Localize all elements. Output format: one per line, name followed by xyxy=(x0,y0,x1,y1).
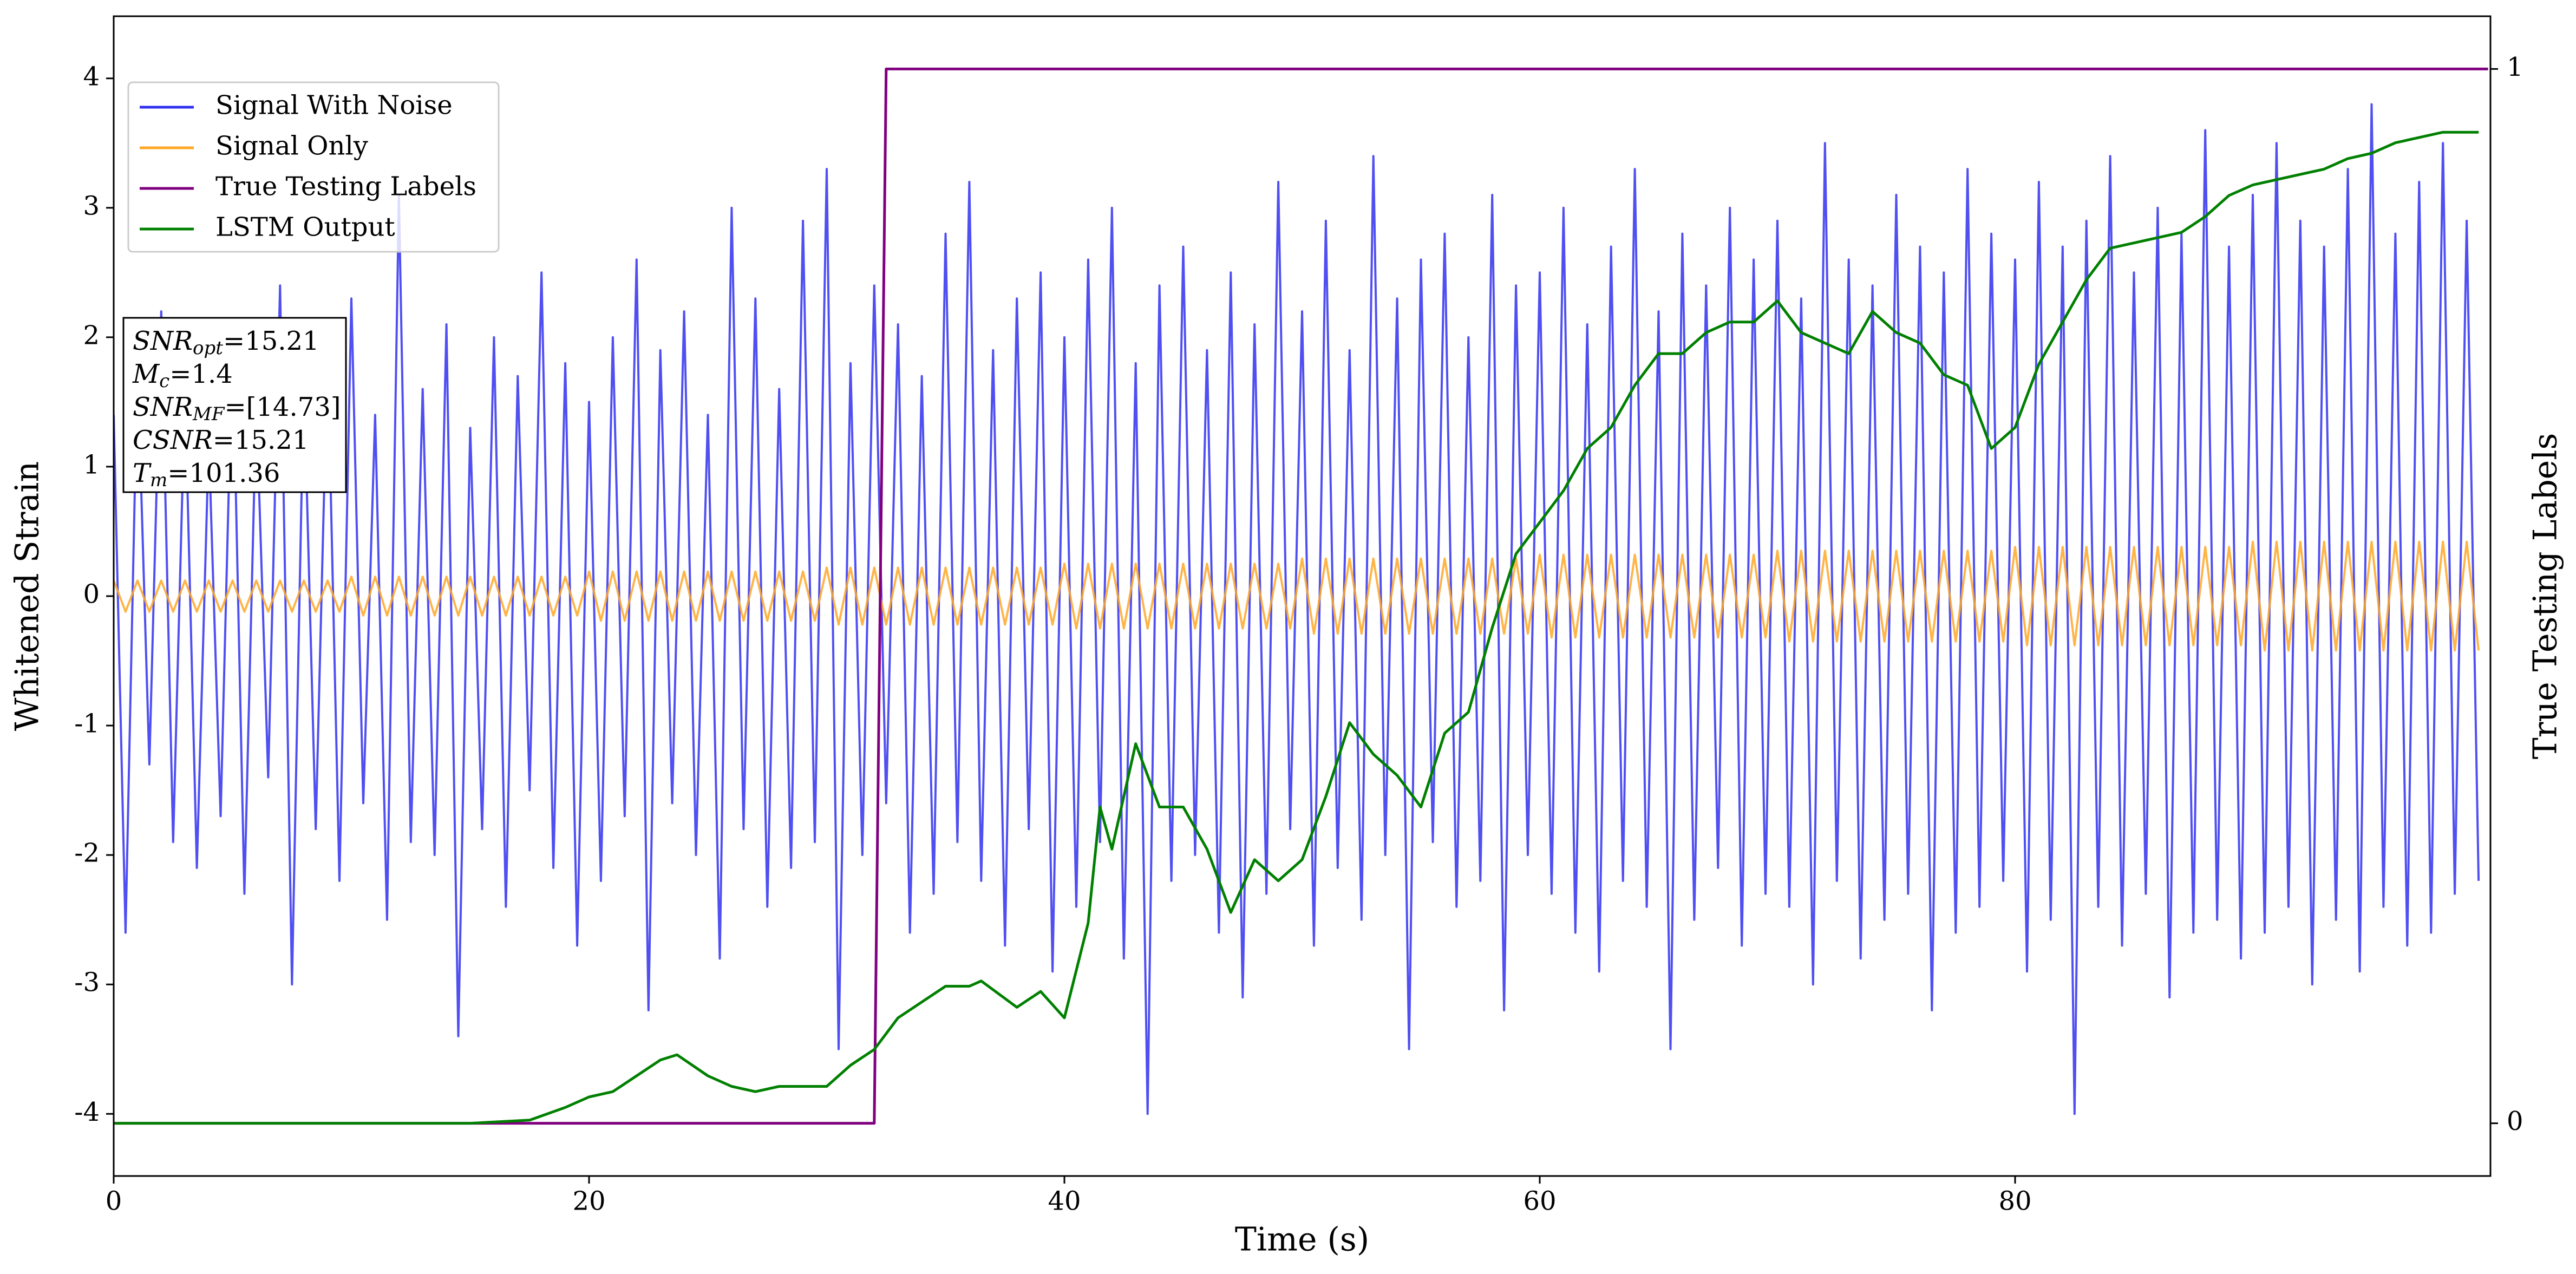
series-line xyxy=(114,103,2480,1115)
annotation-sub: opt xyxy=(193,337,223,359)
legend-label: Signal Only xyxy=(215,131,368,161)
y2-axis-label: True Testing Labels xyxy=(2527,433,2565,760)
annotation-sub: m xyxy=(150,469,167,491)
y2-tick-label: 0 xyxy=(2507,1106,2523,1136)
y-tick-label: -4 xyxy=(74,1097,100,1127)
annotation-value: =15.21 xyxy=(213,425,309,455)
annotation-value: =1.4 xyxy=(169,359,233,389)
legend-label: True Testing Labels xyxy=(215,172,476,202)
annotation: SNRopt=15.21Mc=1.4SNRMF=[14.73]CSNR=15.2… xyxy=(122,317,347,493)
annotation-name: SNR xyxy=(133,326,193,356)
annotation-value: =15.21 xyxy=(223,326,319,356)
series-line xyxy=(114,130,2479,1125)
annotation-value: =[14.73] xyxy=(224,392,341,422)
x-axis-label: Time (s) xyxy=(1235,1221,1369,1259)
series-line xyxy=(114,540,2480,652)
legend-label: LSTM Output xyxy=(215,212,395,243)
y-tick-label: 1 xyxy=(83,449,100,480)
y-tick-label: -2 xyxy=(74,838,100,868)
annotation-line: SNRopt=15.21 xyxy=(133,326,319,360)
legend-label: Signal With Noise xyxy=(215,90,453,121)
annotation-name: M xyxy=(132,359,160,389)
y-tick-label: 0 xyxy=(83,579,100,610)
annotation-line: CSNR=15.21 xyxy=(133,425,309,455)
y-tick-label: 3 xyxy=(83,191,100,221)
annotation-name: CSNR xyxy=(133,425,213,455)
y-tick-label: -1 xyxy=(74,709,100,739)
x-tick-label: 20 xyxy=(572,1186,605,1217)
x-tick-label: 0 xyxy=(106,1186,122,1217)
annotation-line: Mc=1.4 xyxy=(132,359,233,393)
x-tick-label: 60 xyxy=(1523,1186,1556,1217)
legend-box xyxy=(127,81,500,253)
y-tick-label: 4 xyxy=(83,61,100,92)
y-tick-label: 2 xyxy=(83,320,100,350)
y-tick-label: -3 xyxy=(74,968,100,998)
annotation-sub: c xyxy=(159,370,169,392)
annotation-name: T xyxy=(133,458,152,488)
y-axis-label: Whitened Strain xyxy=(9,461,47,731)
legend: Signal With Noise Signal Only True Testing… xyxy=(127,81,500,253)
annotation-sub: MF xyxy=(192,403,225,425)
annotation-line: Tm=101.36 xyxy=(133,458,280,492)
y2-tick-label: 1 xyxy=(2507,52,2523,82)
annotation-box xyxy=(122,317,347,493)
annotation-line: SNRMF=[14.73] xyxy=(133,392,341,426)
x-tick-label: 80 xyxy=(1998,1186,2031,1217)
annotation-value: =101.36 xyxy=(167,458,280,488)
plot-area xyxy=(114,67,2488,1125)
annotation-name: SNR xyxy=(133,392,193,422)
x-tick-label: 40 xyxy=(1048,1186,1081,1217)
